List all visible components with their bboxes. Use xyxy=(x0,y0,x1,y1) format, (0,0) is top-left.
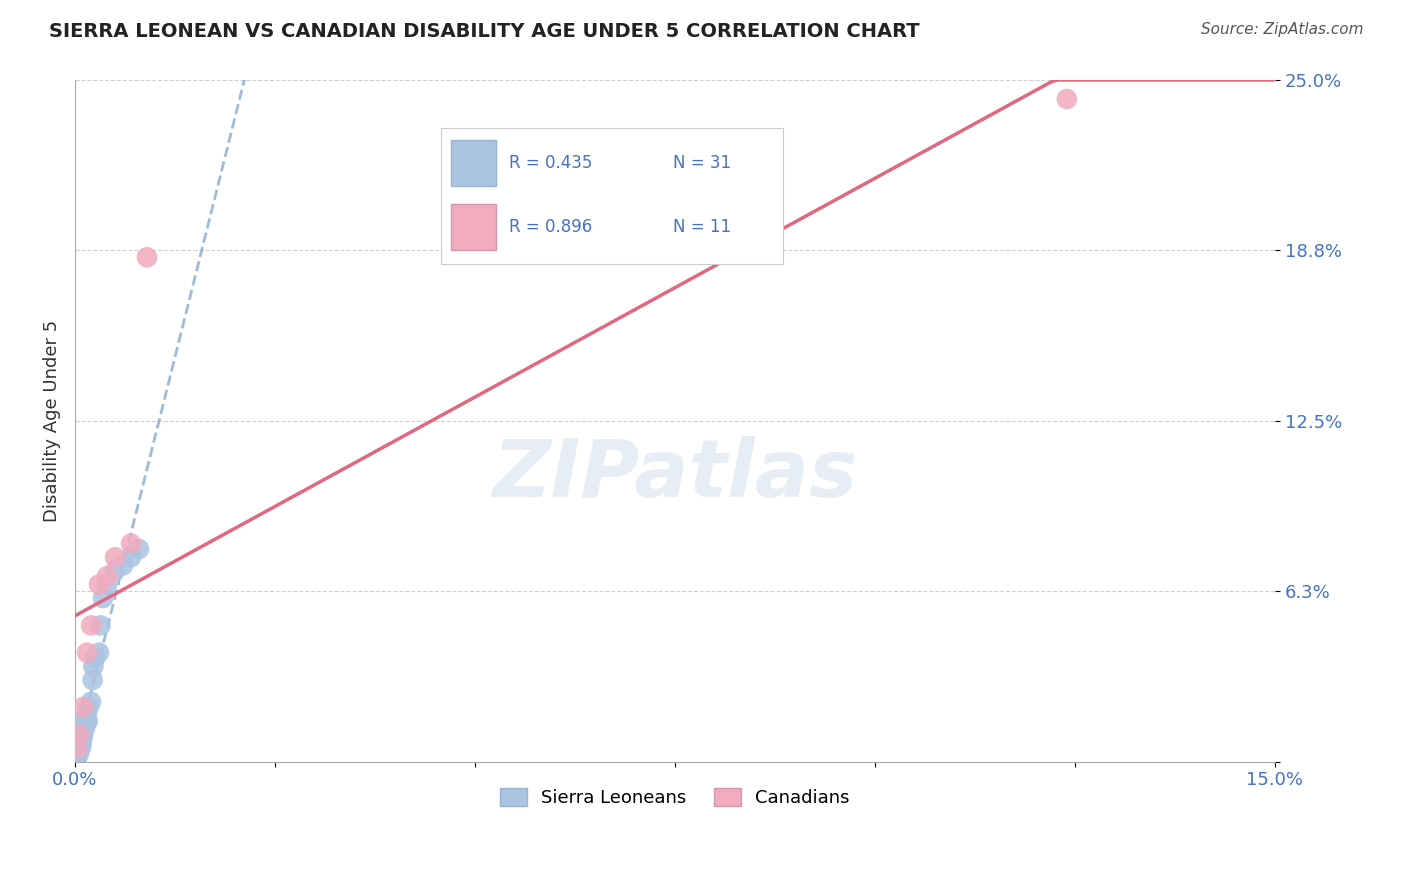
Point xyxy=(104,550,127,565)
Y-axis label: Disability Age Under 5: Disability Age Under 5 xyxy=(44,319,60,522)
Text: SIERRA LEONEAN VS CANADIAN DISABILITY AGE UNDER 5 CORRELATION CHART: SIERRA LEONEAN VS CANADIAN DISABILITY AG… xyxy=(49,22,920,41)
Point xyxy=(80,618,103,632)
Point xyxy=(128,542,150,557)
Point xyxy=(136,250,159,264)
Point xyxy=(96,577,118,591)
Point xyxy=(90,618,112,632)
Point xyxy=(65,752,87,766)
Point xyxy=(67,733,90,747)
Point xyxy=(66,747,89,761)
Point xyxy=(72,716,94,731)
Point xyxy=(76,706,98,720)
Point xyxy=(69,722,91,736)
Point xyxy=(82,659,104,673)
Point xyxy=(67,727,90,741)
Point xyxy=(75,716,97,731)
Point xyxy=(87,646,110,660)
Point xyxy=(70,733,93,747)
Point xyxy=(67,741,90,756)
Point xyxy=(69,733,91,747)
Text: Source: ZipAtlas.com: Source: ZipAtlas.com xyxy=(1201,22,1364,37)
Point xyxy=(76,646,98,660)
Point xyxy=(76,714,98,728)
Point xyxy=(120,550,142,565)
Point xyxy=(72,727,94,741)
Point xyxy=(104,564,127,578)
Point xyxy=(111,558,134,573)
Point xyxy=(1056,92,1078,106)
Point xyxy=(70,739,93,753)
Point xyxy=(91,591,114,606)
Legend: Sierra Leoneans, Canadians: Sierra Leoneans, Canadians xyxy=(492,780,858,814)
Point xyxy=(73,722,96,736)
Point xyxy=(80,695,103,709)
Point xyxy=(69,741,91,756)
Text: ZIPatlas: ZIPatlas xyxy=(492,436,858,515)
Point xyxy=(96,569,118,583)
Point xyxy=(72,700,94,714)
Point xyxy=(120,536,142,550)
Point xyxy=(82,673,104,687)
Point xyxy=(67,727,90,741)
Point xyxy=(87,577,110,591)
Point xyxy=(75,711,97,725)
Point xyxy=(67,747,90,761)
Point xyxy=(66,741,89,756)
Point xyxy=(84,651,107,665)
Point xyxy=(77,700,100,714)
